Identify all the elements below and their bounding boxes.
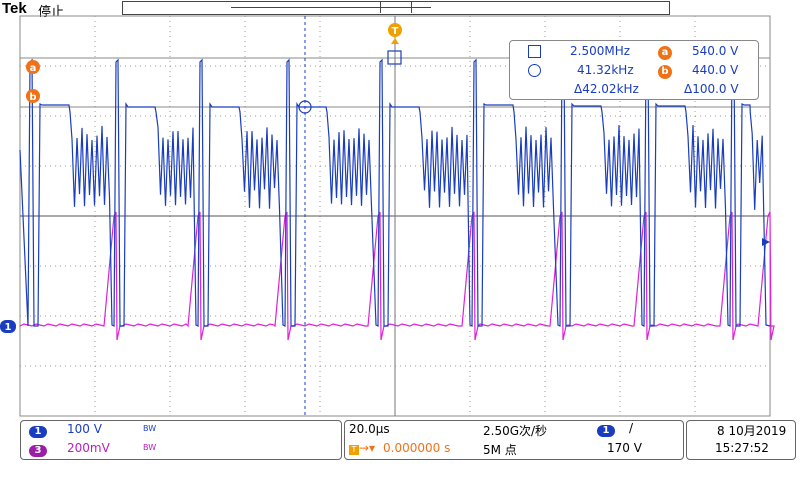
sample-rate: 2.50G次/秒 — [483, 424, 548, 438]
ch3-badge[interactable]: 3 — [29, 445, 47, 457]
trigger-source-badge[interactable]: 1 — [597, 425, 615, 437]
ch3-scale[interactable]: 200mV — [67, 441, 110, 455]
brand-logo: Tek — [2, 0, 27, 17]
cursor-b-badge: b — [658, 65, 672, 79]
time-display: 15:27:52 — [715, 441, 769, 455]
cursor2-frequency: 41.32kHz — [577, 63, 634, 77]
ch1-bandwidth-icon: BW — [143, 424, 157, 433]
record-length: 5M 点 — [483, 443, 517, 457]
square-cursor-icon — [528, 45, 541, 58]
cursor-readout-panel[interactable]: 2.500MHz a 540.0 V 41.32kHz b 440.0 V Δ4… — [509, 40, 759, 100]
trigger-level[interactable]: 170 V — [607, 441, 642, 455]
delta-frequency: Δ42.02kHz — [574, 82, 639, 96]
ch1-badge[interactable]: 1 — [29, 426, 47, 438]
svg-text:a: a — [30, 63, 37, 74]
ch3-waveform — [19, 211, 775, 341]
record-view-line — [231, 7, 431, 8]
cursor1-frequency: 2.500MHz — [570, 44, 631, 58]
circle-cursor-icon — [528, 64, 541, 77]
svg-text:1: 1 — [5, 322, 12, 333]
cursor-a-marker: a — [26, 60, 40, 74]
cursor-square-marker — [387, 50, 402, 65]
cursor-a-badge: a — [658, 46, 672, 60]
record-window-bracket[interactable] — [380, 1, 412, 13]
ch1-scale[interactable]: 100 V — [67, 422, 102, 436]
record-view-bar[interactable] — [122, 1, 670, 15]
ch3-bandwidth-icon: BW — [143, 443, 157, 452]
trigger-level-arrow-icon — [762, 238, 770, 246]
trigger-delay-value[interactable]: 0.000000 s — [383, 441, 451, 455]
delta-voltage: Δ100.0 V — [684, 82, 739, 96]
date-display: 8 10月2019 — [717, 424, 787, 438]
top-status-bar: Tek 停止 — [0, 0, 800, 20]
timebase-trigger-panel[interactable]: 20.0µs 2.50G次/秒 1 / T →▾ 0.000000 s 5M 点 … — [344, 420, 684, 460]
svg-text:b: b — [29, 92, 36, 103]
datetime-panel: 8 10月2019 15:27:52 — [686, 420, 796, 460]
horizontal-scale[interactable]: 20.0µs — [349, 422, 390, 436]
svg-text:T: T — [392, 26, 399, 37]
cursor-b-voltage: 440.0 V — [692, 63, 739, 77]
trigger-t-marker: T — [388, 23, 402, 44]
ch1-ground-marker: 1 — [0, 320, 16, 333]
trigger-slope-icon[interactable]: / — [629, 421, 634, 435]
cursor-b-marker: b — [26, 89, 40, 103]
cursor-a-voltage: 540.0 V — [692, 44, 739, 58]
trigger-delay-icon: T →▾ — [349, 441, 375, 455]
channel-settings-panel[interactable]: 1 100 V BW 3 200mV BW — [20, 420, 342, 460]
